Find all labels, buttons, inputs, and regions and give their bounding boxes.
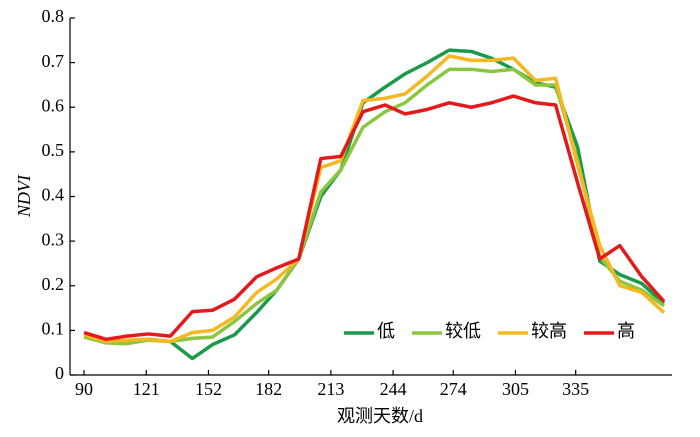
- legend-label: 高: [617, 321, 635, 341]
- x-tick-label: 90: [75, 379, 93, 399]
- series-line: [83, 54, 666, 344]
- y-tick-label: 0.5: [42, 140, 65, 160]
- y-tick-label: 0.7: [42, 51, 65, 71]
- y-tick-label: 0.6: [42, 95, 65, 115]
- x-tick-label: 335: [562, 379, 589, 399]
- legend-label: 较低: [445, 321, 481, 341]
- y-tick-label: 0.4: [42, 185, 65, 205]
- x-tick-label: 244: [380, 379, 407, 399]
- y-tick-label: 0.1: [42, 319, 65, 339]
- y-tick-label: 0.2: [42, 274, 65, 294]
- legend-label: 低: [377, 321, 395, 341]
- series-line: [83, 67, 665, 346]
- x-tick-label: 213: [317, 379, 344, 399]
- y-tick-label: 0.8: [42, 6, 65, 26]
- x-tick-label: 305: [502, 379, 529, 399]
- legend-label: 较高: [531, 321, 567, 341]
- series-line: [83, 48, 666, 361]
- y-axis-label: NDVI: [14, 174, 34, 218]
- x-tick-label: 274: [440, 379, 467, 399]
- x-tick-label: 121: [133, 379, 160, 399]
- y-tick-label: 0.3: [42, 229, 65, 249]
- x-axis-label: 观测天数/d: [337, 406, 423, 426]
- x-tick-label: 182: [255, 379, 282, 399]
- x-tick-label: 152: [195, 379, 222, 399]
- y-tick-label: 0: [55, 363, 64, 383]
- series-line: [83, 94, 666, 342]
